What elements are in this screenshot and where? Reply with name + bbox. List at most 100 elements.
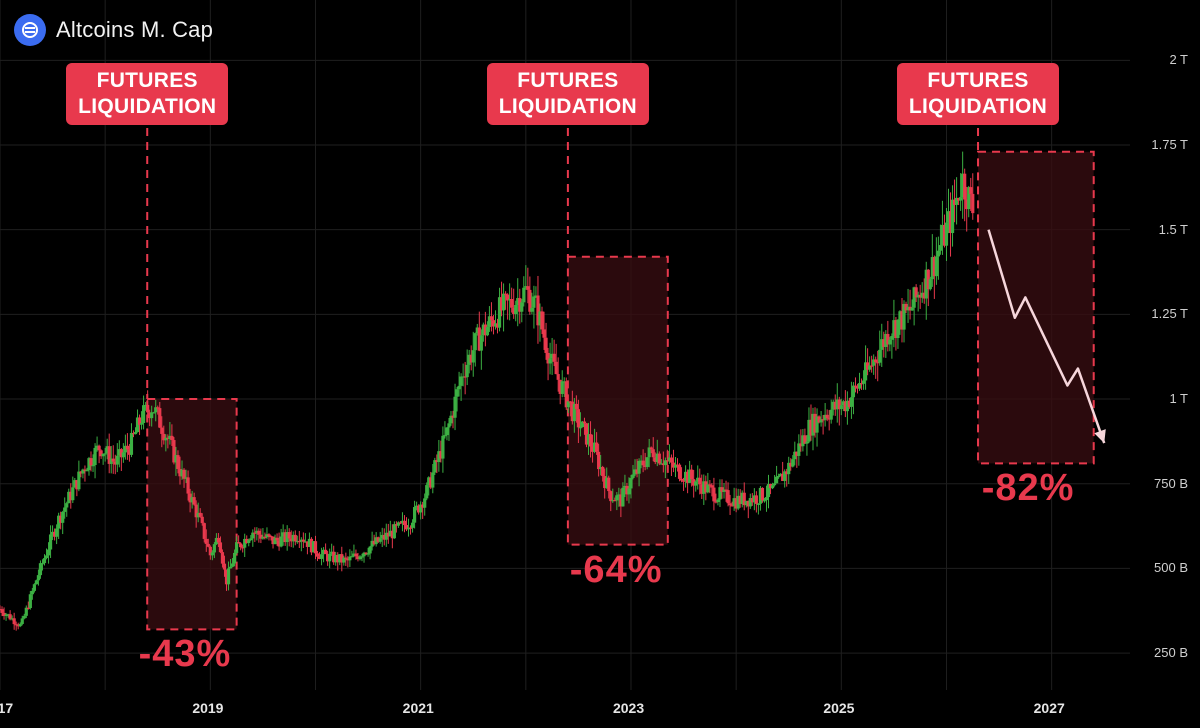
candle-body xyxy=(861,380,866,384)
candle-body xyxy=(194,504,198,518)
candle-body xyxy=(50,531,55,535)
candle-body xyxy=(190,497,194,503)
candle-body xyxy=(797,443,801,456)
candle-body xyxy=(44,555,49,559)
candle-body xyxy=(137,417,142,425)
candle-body xyxy=(605,477,609,489)
candle-body xyxy=(0,609,4,613)
candle-body xyxy=(202,523,206,539)
candle-body xyxy=(667,457,672,461)
candle-body xyxy=(971,193,975,214)
candle-body xyxy=(370,540,374,547)
candle-body xyxy=(372,540,376,545)
candle-body xyxy=(855,386,860,389)
candle-body xyxy=(615,495,619,501)
candle-body xyxy=(48,534,53,550)
candle-body xyxy=(847,400,852,407)
candle-body xyxy=(679,478,684,481)
candle-body xyxy=(319,554,324,559)
candle-body xyxy=(477,327,481,351)
candle-body xyxy=(443,435,447,437)
candle-body xyxy=(402,520,407,526)
candle-body xyxy=(77,471,81,490)
candle-body xyxy=(152,412,156,414)
candle-body xyxy=(677,464,682,479)
candle-body xyxy=(388,530,392,537)
candle-body xyxy=(285,532,289,543)
candle-body xyxy=(882,339,886,347)
candle-body xyxy=(493,323,498,327)
candle-body xyxy=(726,490,730,504)
candle-body xyxy=(859,383,864,385)
candle-body xyxy=(649,447,653,450)
candle-body xyxy=(188,493,192,503)
candle-body xyxy=(117,449,121,456)
candle-body xyxy=(160,427,164,434)
candle-body xyxy=(46,549,51,556)
candle-body xyxy=(619,494,623,507)
candle-body xyxy=(851,385,856,398)
candle-body xyxy=(481,324,485,336)
candle-body xyxy=(172,440,176,463)
candle-body xyxy=(706,484,710,493)
candle-body xyxy=(178,468,182,477)
circle-logo-icon xyxy=(14,14,46,46)
badge-text: FUTURES xyxy=(96,69,198,92)
candle-body xyxy=(168,435,172,439)
candle-body xyxy=(827,418,831,420)
candle-body xyxy=(386,532,390,537)
candle-body xyxy=(232,552,237,564)
candle-body xyxy=(712,487,716,502)
candle-body xyxy=(36,575,41,581)
candle-body xyxy=(813,413,817,433)
drawdown-percent-label: -64% xyxy=(569,548,663,591)
candle-body xyxy=(376,537,380,542)
candle-body xyxy=(237,542,241,544)
candle-body xyxy=(105,446,109,454)
candle-body xyxy=(599,466,603,470)
candle-body xyxy=(55,528,59,537)
candle-body xyxy=(857,383,862,389)
candle-body xyxy=(259,534,263,539)
candle-body xyxy=(880,339,884,350)
candle-body xyxy=(663,460,667,466)
candle-body xyxy=(313,541,318,554)
candle-body xyxy=(360,556,364,558)
candle-body xyxy=(59,515,63,523)
candle-body xyxy=(354,553,358,557)
candle-body xyxy=(506,294,510,301)
candle-body xyxy=(57,515,61,529)
candle-body xyxy=(463,376,467,378)
candle-body xyxy=(61,511,65,523)
candle-body xyxy=(940,224,945,246)
candle-body xyxy=(772,483,777,486)
candle-body xyxy=(404,525,409,530)
candle-body xyxy=(344,557,348,559)
candle-body xyxy=(952,199,957,205)
candle-body xyxy=(597,451,601,470)
candle-body xyxy=(226,568,231,585)
candle-body xyxy=(886,333,890,345)
candle-body xyxy=(821,419,825,421)
candle-body xyxy=(520,302,524,312)
candle-body xyxy=(548,358,552,364)
candle-body xyxy=(888,339,892,345)
candle-body xyxy=(324,549,328,554)
candle-body xyxy=(669,457,674,463)
candle-body xyxy=(510,299,514,308)
candle-body xyxy=(218,542,223,553)
chart-title: Altcoins M. Cap xyxy=(56,17,214,42)
candle-body xyxy=(461,376,465,378)
candle-body xyxy=(512,307,516,315)
candle-body xyxy=(544,337,548,353)
candle-body xyxy=(121,452,125,458)
candle-body xyxy=(876,362,880,364)
candle-body xyxy=(257,530,261,535)
candle-body xyxy=(281,532,285,537)
candle-body xyxy=(491,320,496,327)
candle-body xyxy=(8,614,12,620)
candle-body xyxy=(406,527,411,530)
candle-body xyxy=(350,556,354,558)
candle-body xyxy=(265,534,269,538)
